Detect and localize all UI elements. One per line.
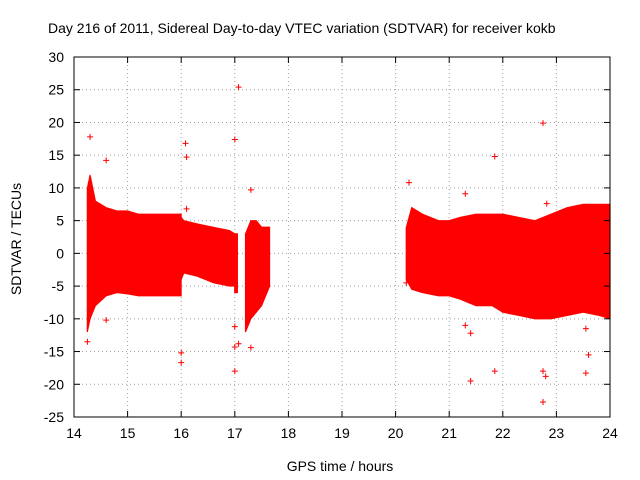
y-axis-ticks: -25 -20 -15 -10 -5 0 5 10 15 20 25 30: [44, 49, 610, 425]
data-point: [467, 330, 474, 337]
data-point: [183, 205, 190, 212]
data-point: [540, 120, 546, 127]
data-point: [84, 338, 91, 345]
data-point: [491, 368, 498, 375]
data-envelope: [245, 220, 271, 333]
x-axis-ticks: 14 15 16 17 18 19 20 21 22 23 24: [66, 57, 618, 441]
data-envelope: [234, 233, 238, 294]
x-tick-label: 18: [281, 425, 297, 441]
data-point: [103, 157, 110, 164]
data-point: [178, 359, 185, 366]
x-axis-label: GPS time / hours: [287, 458, 394, 474]
data-points: [84, 84, 611, 405]
x-tick-label: 24: [602, 425, 618, 441]
data-point: [542, 373, 549, 380]
y-axis-label: SDTVAR / TECUs: [8, 183, 24, 295]
y-tick-label: 0: [56, 245, 64, 261]
data-point: [231, 368, 238, 375]
chart-title: Day 216 of 2011, Sidereal Day-to-day VTE…: [48, 20, 556, 36]
data-point: [247, 186, 254, 193]
y-tick-label: -10: [44, 311, 64, 327]
data-point: [87, 133, 94, 140]
y-tick-label: 20: [48, 114, 64, 130]
data-point: [491, 153, 498, 160]
x-tick-label: 21: [441, 425, 457, 441]
y-tick-label: 15: [48, 147, 64, 163]
data-point: [247, 344, 254, 351]
data-point: [231, 323, 238, 330]
data-point: [403, 279, 410, 286]
data-point: [582, 370, 589, 377]
y-tick-label: -25: [44, 409, 64, 425]
data-point: [540, 368, 546, 375]
x-tick-label: 17: [227, 425, 243, 441]
data-point: [235, 340, 242, 347]
data-segment: [180, 215, 236, 287]
x-tick-label: 16: [173, 425, 189, 441]
data-point: [406, 179, 412, 186]
data-point: [231, 136, 238, 143]
y-tick-label: 10: [48, 180, 64, 196]
y-tick-label: 5: [56, 213, 64, 229]
data-point: [462, 322, 469, 329]
grid-lines: [74, 57, 610, 417]
x-tick-label: 19: [334, 425, 350, 441]
data-segment: [405, 203, 611, 320]
data-point: [235, 84, 242, 91]
data-point: [540, 398, 546, 405]
data-point: [467, 378, 474, 384]
y-tick-label: -15: [44, 344, 64, 360]
x-tick-label: 23: [549, 425, 565, 441]
data-segment: [234, 233, 238, 294]
y-tick-label: -20: [44, 376, 64, 392]
x-tick-label: 15: [120, 425, 136, 441]
x-tick-label: 22: [495, 425, 511, 441]
data-point: [582, 325, 589, 332]
data-point: [182, 140, 189, 147]
data-segment: [86, 174, 182, 333]
data-envelope: [405, 203, 611, 320]
data-point: [231, 343, 238, 350]
data-envelope: [180, 215, 236, 287]
x-tick-label: 20: [388, 425, 404, 441]
data-point: [462, 190, 469, 197]
y-tick-label: 25: [48, 82, 64, 98]
data-envelope: [86, 174, 182, 333]
x-tick-label: 14: [66, 425, 82, 441]
data-point: [178, 349, 185, 356]
data-point: [543, 200, 550, 207]
data-point: [183, 154, 190, 161]
y-tick-label: -5: [52, 278, 65, 294]
data-point: [103, 317, 110, 324]
data-point: [585, 351, 592, 358]
y-tick-label: 30: [48, 49, 64, 65]
data-segment: [244, 220, 271, 333]
